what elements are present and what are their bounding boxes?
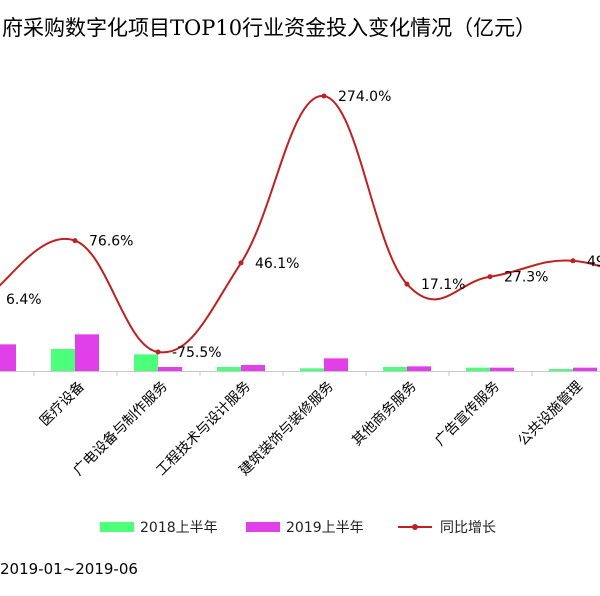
bar-layer	[0, 334, 597, 371]
bar-2018-6	[466, 367, 490, 371]
legend-swatch-2018	[100, 522, 134, 532]
bar-2019-5	[407, 366, 431, 371]
bar-2019-3	[241, 365, 265, 371]
data-label-layer: 6.4% 76.6% -75.5% 46.1% 274.0% 17.1% 27.3% 49	[6, 89, 600, 361]
growth-point-4	[321, 93, 327, 99]
x-tick-layer	[33, 371, 533, 376]
bar-2019-0	[0, 344, 16, 371]
x-tick-label-6: 广告宣传服务	[432, 379, 503, 450]
bar-2018-5	[383, 367, 407, 371]
growth-data-label-3: 46.1%	[255, 256, 299, 272]
growth-data-label-5: 17.1%	[421, 277, 465, 293]
growth-data-label-7: 49	[587, 254, 600, 270]
bar-2018-4	[300, 368, 324, 371]
growth-line	[0, 94, 600, 354]
growth-data-label-4: 274.0%	[338, 89, 391, 105]
growth-point-3	[238, 260, 244, 266]
growth-point-6	[487, 274, 493, 280]
legend-item-2018: 2018上半年	[100, 515, 218, 539]
growth-point-2	[155, 349, 161, 355]
bar-2019-7	[573, 367, 597, 371]
growth-data-label-0: 6.4%	[6, 292, 42, 308]
bar-2019-4	[324, 358, 348, 371]
growth-data-label-2: -75.5%	[172, 345, 222, 361]
growth-data-label-6: 27.3%	[504, 270, 548, 286]
source-note: 2019-01~2019-06	[0, 560, 138, 578]
x-tick-label-7: 公共设施管理	[515, 379, 586, 450]
x-tick-label-2: 广电设备与制作服务	[70, 378, 171, 479]
x-tick-label-5: 其他商务服务	[349, 379, 420, 450]
legend-label-2019: 2019上半年	[286, 520, 364, 536]
legend-item-growth: 同比增长	[398, 515, 496, 539]
growth-point-7	[570, 258, 576, 264]
legend-swatch-2019	[246, 522, 280, 532]
bar-2019-2	[158, 367, 182, 371]
legend: 2018上半年 2019上半年 同比增长	[0, 515, 600, 539]
chart-title: 府采购数字化项目TOP10行业资金投入变化情况（亿元）	[2, 16, 537, 40]
legend-label-growth: 同比增长	[440, 520, 496, 536]
legend-label-2018: 2018上半年	[140, 520, 218, 536]
legend-swatch-growth	[398, 522, 432, 532]
bar-2018-1	[51, 349, 75, 371]
x-tick-label-1: 医疗设备	[36, 378, 88, 430]
bar-2019-6	[490, 367, 514, 371]
x-tick-label-3: 工程技术与设计服务	[153, 379, 253, 479]
growth-point-1	[72, 238, 78, 244]
bar-2019-1	[75, 334, 99, 371]
legend-item-2019: 2019上半年	[246, 515, 364, 539]
growth-point-layer	[72, 93, 576, 355]
bar-2018-3	[217, 367, 241, 371]
bar-2018-2	[134, 354, 158, 371]
growth-point-5	[404, 281, 410, 287]
growth-data-label-1: 76.6%	[89, 234, 133, 250]
x-tick-label-4: 建筑装饰与装修服务	[236, 379, 336, 479]
bar-2018-7	[549, 369, 573, 371]
